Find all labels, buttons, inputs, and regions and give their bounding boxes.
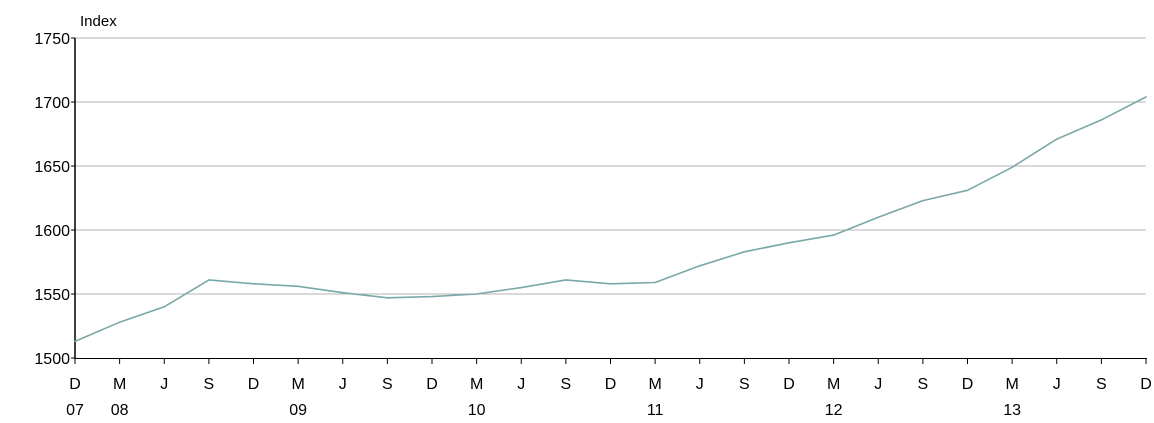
- x-year-label: 13: [1003, 402, 1021, 419]
- data-point: [922, 199, 924, 202]
- x-tick-label: D: [248, 376, 260, 393]
- x-year-label: 11: [647, 402, 664, 419]
- x-tick-label: M: [291, 376, 304, 393]
- data-point: [74, 340, 76, 343]
- data-point: [1011, 166, 1013, 169]
- series: [74, 96, 1147, 343]
- x-year-label: 09: [289, 402, 307, 419]
- data-point: [341, 291, 344, 294]
- data-point: [431, 295, 433, 298]
- data-point: [832, 234, 835, 236]
- y-tick-label: 1500: [34, 351, 70, 368]
- data-point: [163, 306, 166, 308]
- x-tick-label: S: [918, 376, 929, 393]
- data-point: [252, 282, 255, 285]
- x-tick-label: M: [1005, 376, 1018, 393]
- x-tick-label: M: [827, 376, 840, 393]
- x-year-label: 08: [111, 402, 129, 419]
- data-point: [788, 242, 790, 244]
- y-tick-label: 1600: [34, 223, 70, 240]
- x-tick-label: D: [426, 376, 438, 393]
- x-tick-label: J: [160, 376, 168, 393]
- data-point: [698, 265, 701, 267]
- data-point: [208, 279, 210, 281]
- x-tick-label: D: [69, 376, 81, 393]
- data-point: [1100, 119, 1103, 121]
- x-tick-label: S: [382, 376, 393, 393]
- data-point: [609, 282, 612, 285]
- data-point: [520, 286, 523, 289]
- y-tick-label: 1650: [34, 159, 70, 176]
- data-point: [565, 279, 567, 281]
- x-tick-label: S: [561, 376, 572, 393]
- x-tick-label: J: [874, 376, 882, 393]
- x-tick-label: M: [113, 376, 126, 393]
- data-point: [475, 293, 478, 295]
- x-tick-label: M: [470, 376, 483, 393]
- y-tick-labels: 1750 1700 1650 1600 1550 1500: [34, 31, 70, 368]
- data-point: [118, 321, 121, 323]
- x-tick-label: J: [517, 376, 525, 393]
- x-tick-label: J: [696, 376, 704, 393]
- y-tick-label: 1550: [34, 287, 70, 304]
- x-tick-label: D: [783, 376, 795, 393]
- y-axis-label: Index: [80, 13, 117, 30]
- x-tick-label: S: [1096, 376, 1107, 393]
- x-year-label: 07: [66, 402, 84, 419]
- x-tick-label: D: [962, 376, 974, 393]
- data-point: [966, 189, 969, 192]
- x-tick-label: M: [648, 376, 661, 393]
- x-tick-label: J: [339, 376, 347, 393]
- data-point: [654, 281, 656, 284]
- x-tick-label: D: [1140, 376, 1152, 393]
- x-year-label: 12: [825, 402, 843, 419]
- data-point: [1145, 96, 1147, 98]
- y-tick-label: 1700: [34, 95, 70, 112]
- data-point: [386, 297, 389, 299]
- x-tick-label: J: [1053, 376, 1061, 393]
- data-point: [297, 285, 299, 288]
- x-year-label: 10: [468, 402, 486, 419]
- x-tick-labels: D M J S D M J S D M J S D M J S D M J S D M J S D 07 08 09 10 11 12 13: [66, 376, 1152, 419]
- x-tick-label: S: [204, 376, 215, 393]
- x-tick-label: S: [739, 376, 750, 393]
- data-point: [743, 250, 746, 253]
- data-point: [877, 216, 880, 218]
- gridlines: [75, 37, 1146, 295]
- y-tick-label: 1750: [34, 31, 70, 48]
- axes: [71, 37, 1147, 364]
- x-tick-label: D: [605, 376, 617, 393]
- data-point: [1055, 138, 1058, 140]
- series-line: [74, 96, 1147, 343]
